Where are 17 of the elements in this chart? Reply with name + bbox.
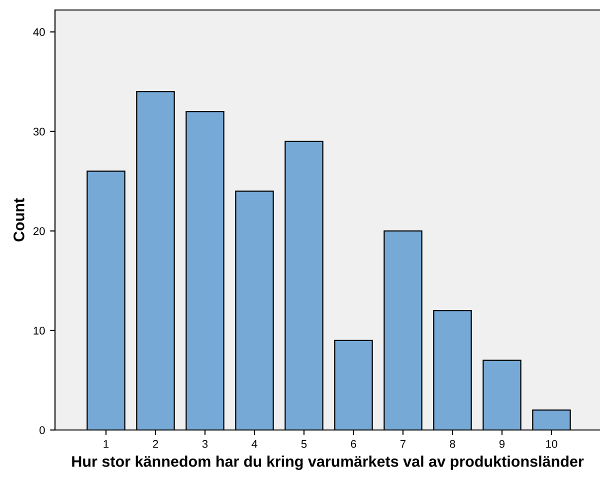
- x-tick-label: 4: [252, 440, 258, 448]
- y-axis-title: Count: [14, 198, 24, 242]
- y-tick-label: 20: [33, 227, 45, 236]
- x-tick-label: 1: [104, 440, 109, 448]
- y-tick-label: 0: [40, 426, 45, 434]
- x-tick-label: 3: [202, 440, 208, 448]
- x-tick-label: 8: [450, 440, 456, 448]
- y-tick-label: 10: [34, 326, 45, 335]
- x-tick-label: 10: [546, 440, 558, 448]
- y-tick-label: 40: [33, 28, 45, 36]
- x-axis-title: Hur stor kännedom har du kring varumärkets val av produktionsländer: [72, 456, 584, 470]
- x-tick-label: 7: [400, 440, 406, 448]
- x-tick-label: 5: [301, 440, 307, 448]
- x-tick-label: 9: [499, 440, 505, 448]
- x-tick-label: 2: [152, 440, 158, 448]
- y-tick-label: 30: [33, 128, 45, 136]
- x-tick-label: 6: [350, 440, 356, 448]
